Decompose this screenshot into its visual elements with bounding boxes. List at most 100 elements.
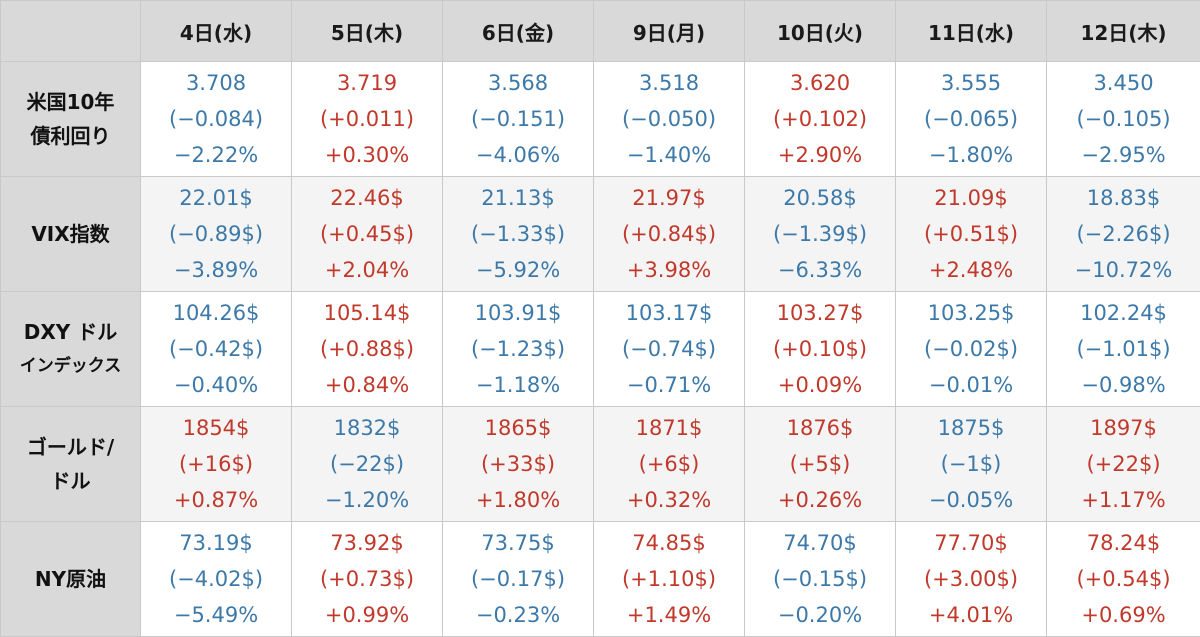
cell-percent: −1.18% xyxy=(443,367,593,403)
data-cell: 3.719(+0.011)+0.30% xyxy=(292,62,443,177)
cell-value: 73.75$ xyxy=(443,525,593,561)
cell-value: 3.450 xyxy=(1047,65,1200,101)
column-header-day-1: 4日(水) xyxy=(141,1,292,62)
data-cell: 3.708(−0.084)−2.22% xyxy=(141,62,292,177)
cell-change: (+0.45$) xyxy=(292,216,442,252)
cell-percent: −1.40% xyxy=(594,137,744,173)
data-cell: 21.97$(+0.84$)+3.98% xyxy=(594,177,745,292)
cell-change: (−0.02$) xyxy=(896,331,1046,367)
data-cell: 1871$(+6$)+0.32% xyxy=(594,407,745,522)
cell-value: 21.97$ xyxy=(594,180,744,216)
data-cell: 3.450(−0.105)−2.95% xyxy=(1047,62,1200,177)
cell-percent: +0.69% xyxy=(1047,597,1200,633)
data-cell: 104.26$(−0.42$)−0.40% xyxy=(141,292,292,407)
data-cell: 103.27$(+0.10$)+0.09% xyxy=(745,292,896,407)
column-header-day-7: 12日(木) xyxy=(1047,1,1200,62)
data-cell: 22.46$(+0.45$)+2.04% xyxy=(292,177,443,292)
row-label: NY原油 xyxy=(1,522,141,637)
cell-value: 1876$ xyxy=(745,410,895,446)
data-cell: 1854$(+16$)+0.87% xyxy=(141,407,292,522)
cell-change: (−0.084) xyxy=(141,101,291,137)
row-label: ゴールド/ドル xyxy=(1,407,141,522)
cell-change: (+0.84$) xyxy=(594,216,744,252)
cell-percent: −0.23% xyxy=(443,597,593,633)
cell-value: 21.09$ xyxy=(896,180,1046,216)
row-label-line: VIX指数 xyxy=(5,217,136,251)
row-label: VIX指数 xyxy=(1,177,141,292)
cell-value: 73.19$ xyxy=(141,525,291,561)
cell-change: (−0.050) xyxy=(594,101,744,137)
cell-percent: −6.33% xyxy=(745,252,895,288)
cell-percent: −3.89% xyxy=(141,252,291,288)
cell-change: (−0.17$) xyxy=(443,561,593,597)
cell-value: 103.25$ xyxy=(896,295,1046,331)
cell-change: (+0.88$) xyxy=(292,331,442,367)
cell-change: (−0.15$) xyxy=(745,561,895,597)
cell-value: 1854$ xyxy=(141,410,291,446)
cell-change: (−0.151) xyxy=(443,101,593,137)
cell-percent: +0.32% xyxy=(594,482,744,518)
data-cell: 21.13$(−1.33$)−5.92% xyxy=(443,177,594,292)
cell-value: 1865$ xyxy=(443,410,593,446)
data-cell: 3.555(−0.065)−1.80% xyxy=(896,62,1047,177)
cell-percent: −1.20% xyxy=(292,482,442,518)
data-cell: 1897$(+22$)+1.17% xyxy=(1047,407,1200,522)
cell-percent: −5.92% xyxy=(443,252,593,288)
cell-change: (+16$) xyxy=(141,446,291,482)
data-cell: 3.518(−0.050)−1.40% xyxy=(594,62,745,177)
cell-percent: +2.48% xyxy=(896,252,1046,288)
data-cell: 73.75$(−0.17$)−0.23% xyxy=(443,522,594,637)
cell-value: 3.620 xyxy=(745,65,895,101)
data-cell: 1865$(+33$)+1.80% xyxy=(443,407,594,522)
cell-percent: +2.04% xyxy=(292,252,442,288)
cell-value: 3.719 xyxy=(292,65,442,101)
data-cell: 105.14$(+0.88$)+0.84% xyxy=(292,292,443,407)
cell-change: (+1.10$) xyxy=(594,561,744,597)
data-cell: 1876$(+5$)+0.26% xyxy=(745,407,896,522)
cell-change: (−4.02$) xyxy=(141,561,291,597)
cell-value: 21.13$ xyxy=(443,180,593,216)
cell-value: 1832$ xyxy=(292,410,442,446)
cell-percent: +0.30% xyxy=(292,137,442,173)
cell-value: 104.26$ xyxy=(141,295,291,331)
cell-change: (−0.065) xyxy=(896,101,1046,137)
cell-percent: −0.40% xyxy=(141,367,291,403)
cell-value: 3.555 xyxy=(896,65,1046,101)
cell-value: 22.46$ xyxy=(292,180,442,216)
column-header-day-4: 9日(月) xyxy=(594,1,745,62)
data-cell: 73.92$(+0.73$)+0.99% xyxy=(292,522,443,637)
cell-percent: −2.22% xyxy=(141,137,291,173)
data-cell: 78.24$(+0.54$)+0.69% xyxy=(1047,522,1200,637)
cell-value: 77.70$ xyxy=(896,525,1046,561)
cell-change: (+0.011) xyxy=(292,101,442,137)
cell-percent: −0.98% xyxy=(1047,367,1200,403)
column-header-day-3: 6日(金) xyxy=(443,1,594,62)
cell-change: (−0.89$) xyxy=(141,216,291,252)
cell-change: (+0.51$) xyxy=(896,216,1046,252)
data-cell: 103.17$(−0.74$)−0.71% xyxy=(594,292,745,407)
cell-percent: +0.09% xyxy=(745,367,895,403)
cell-value: 3.568 xyxy=(443,65,593,101)
row-label-line: ドル xyxy=(5,464,136,498)
cell-percent: +2.90% xyxy=(745,137,895,173)
row-label: 米国10年債利回り xyxy=(1,62,141,177)
cell-percent: +0.87% xyxy=(141,482,291,518)
cell-value: 103.17$ xyxy=(594,295,744,331)
data-cell: 20.58$(−1.39$)−6.33% xyxy=(745,177,896,292)
cell-value: 20.58$ xyxy=(745,180,895,216)
row-label-line: インデックス xyxy=(5,349,136,383)
cell-change: (−0.105) xyxy=(1047,101,1200,137)
cell-value: 3.708 xyxy=(141,65,291,101)
cell-percent: −0.71% xyxy=(594,367,744,403)
cell-change: (−1.01$) xyxy=(1047,331,1200,367)
data-cell: 74.70$(−0.15$)−0.20% xyxy=(745,522,896,637)
row-label-line: 米国10年 xyxy=(5,85,136,119)
cell-value: 1871$ xyxy=(594,410,744,446)
row-label-line: 債利回り xyxy=(5,119,136,153)
cell-change: (−22$) xyxy=(292,446,442,482)
data-cell: 74.85$(+1.10$)+1.49% xyxy=(594,522,745,637)
